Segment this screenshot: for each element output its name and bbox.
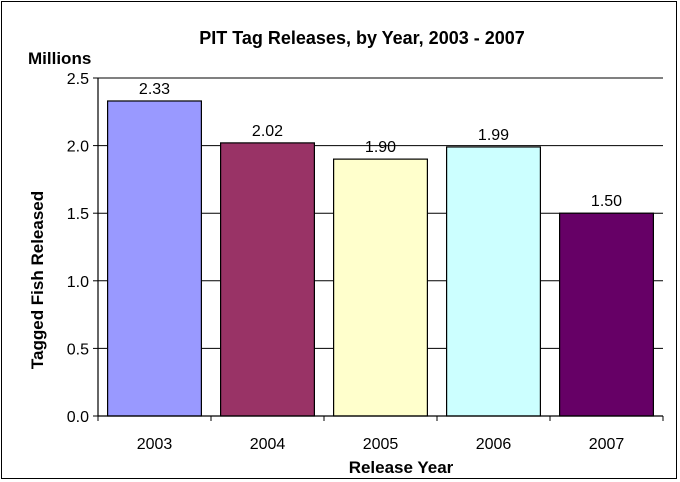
bar-2007 <box>559 212 654 417</box>
x-tick-label-2005: 2005 <box>363 436 399 453</box>
y-tick-label: 0.5 <box>67 341 89 358</box>
y-axis-title: Tagged Fish Released <box>28 191 47 369</box>
y-tick-label: 1.5 <box>67 206 89 223</box>
bar-2005 <box>333 158 428 417</box>
y-tick-label: 1.0 <box>67 274 89 291</box>
data-label-2005: 1.90 <box>365 139 396 156</box>
data-label-2004: 2.02 <box>252 123 283 140</box>
y-unit-label: Millions <box>28 49 91 68</box>
y-tick-label: 2.0 <box>67 139 89 156</box>
data-label-2003: 2.33 <box>139 81 170 98</box>
x-tick-labels: 2003 2004 2005 2006 2007 <box>137 436 625 453</box>
y-tick-label: 0.0 <box>67 409 89 426</box>
bar-2004 <box>220 142 315 417</box>
data-labels: 2.33 2.02 1.90 1.99 1.50 <box>139 81 622 210</box>
x-axis-title: Release Year <box>349 458 454 477</box>
x-tick-label-2003: 2003 <box>137 436 173 453</box>
chart-title: PIT Tag Releases, by Year, 2003 - 2007 <box>199 28 525 48</box>
y-tick-labels: 0.0 0.5 1.0 1.5 2.0 2.5 <box>67 71 89 426</box>
x-tick-label-2006: 2006 <box>476 436 512 453</box>
bar-2006 <box>446 146 541 417</box>
x-tick-label-2004: 2004 <box>250 436 286 453</box>
bars <box>107 100 654 417</box>
x-tick-label-2007: 2007 <box>589 436 625 453</box>
data-label-2007: 1.50 <box>591 193 622 210</box>
axes <box>93 77 664 421</box>
data-label-2006: 1.99 <box>478 127 509 144</box>
bar-2003 <box>107 100 202 417</box>
y-tick-label: 2.5 <box>67 71 89 88</box>
